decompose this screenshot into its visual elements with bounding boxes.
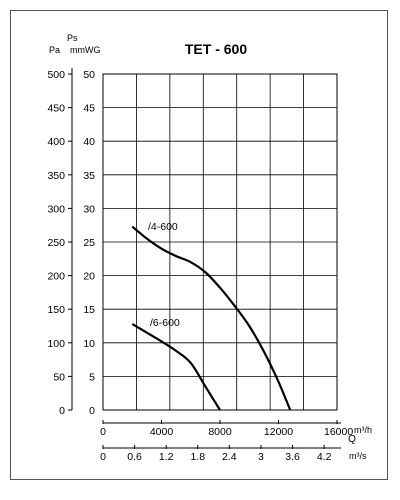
- pa-tick-label: 150: [47, 304, 65, 316]
- pa-tick-label: 50: [53, 371, 65, 383]
- m3s-tick-label: 3.6: [285, 451, 300, 463]
- mmwg-tick-label: 40: [83, 136, 95, 148]
- mmwg-tick-label: 10: [83, 338, 95, 350]
- mmwg-tick-label: 25: [83, 237, 95, 249]
- m3h-unit-label: m³/h: [354, 425, 372, 435]
- ps-label: Ps: [67, 33, 78, 43]
- m3s-tick-label: 3: [258, 451, 264, 463]
- m3h-tick-label: 16000: [324, 426, 353, 438]
- series-label: /4-600: [148, 221, 178, 233]
- m3h-tick-label: 8000: [208, 426, 232, 438]
- pa-tick-label: 200: [47, 271, 65, 283]
- mmwg-tick-label: 30: [83, 203, 95, 215]
- m3s-tick-label: 1.8: [190, 451, 205, 463]
- grid: [102, 73, 338, 411]
- pa-tick-label: 500: [47, 69, 65, 81]
- mmwg-tick-label: 5: [89, 371, 95, 383]
- m3h-tick-label: 0: [100, 426, 106, 438]
- chart-title: TET - 600: [185, 41, 247, 57]
- m3h-tick-label: 12000: [264, 426, 293, 438]
- pa-tick-label: 0: [59, 405, 65, 417]
- axes: [68, 68, 341, 449]
- m3s-tick-label: 4.2: [317, 451, 332, 463]
- pa-tick-label: 450: [47, 103, 65, 115]
- pa-tick-label: 300: [47, 203, 65, 215]
- mmwg-tick-label: 50: [83, 69, 95, 81]
- q-label: Q: [348, 434, 356, 445]
- m3s-tick-label: 1.2: [159, 451, 174, 463]
- series-curve: [131, 323, 221, 411]
- chart-frame: [10, 10, 388, 480]
- m3s-tick-label: 0: [100, 451, 106, 463]
- curves: [131, 225, 292, 411]
- m3s-tick-label: 0.6: [127, 451, 142, 463]
- mmwg-tick-label: 15: [83, 304, 95, 316]
- pa-unit-label: Pa: [49, 45, 60, 55]
- mmwg-tick-label: 35: [83, 170, 95, 182]
- mmwg-tick-label: 45: [83, 103, 95, 115]
- pa-tick-label: 100: [47, 338, 65, 350]
- m3h-tick-label: 4000: [150, 426, 174, 438]
- tick-labels: 5004504003503002502001501005005045403530…: [47, 69, 372, 463]
- mmwg-unit-label: mmWG: [70, 45, 101, 55]
- mmwg-tick-label: 0: [89, 405, 95, 417]
- m3s-unit-label: m³/s: [349, 451, 367, 461]
- mmwg-tick-label: 20: [83, 271, 95, 283]
- pa-tick-label: 350: [47, 170, 65, 182]
- series-label: /6-600: [150, 317, 180, 329]
- m3s-tick-label: 2.4: [222, 451, 237, 463]
- series-curve: [131, 225, 292, 411]
- pa-tick-label: 250: [47, 237, 65, 249]
- pa-tick-label: 400: [47, 136, 65, 148]
